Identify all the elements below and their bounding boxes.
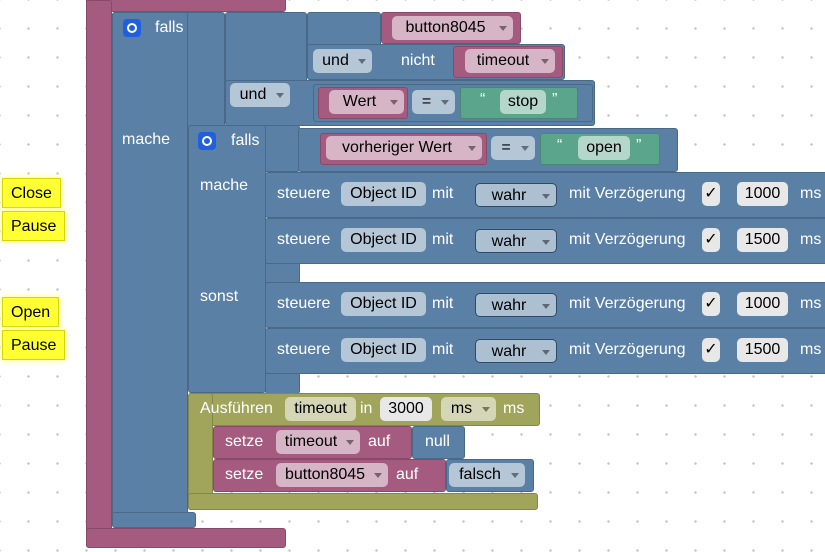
checkbox: ✓ <box>702 228 720 252</box>
variable-dropdown: button8045 <box>276 463 388 487</box>
comment: Pause <box>2 211 66 241</box>
checkbox: ✓ <box>702 182 720 206</box>
event-block <box>86 0 112 548</box>
variable-dropdown: timeout <box>465 49 555 73</box>
unit: ms <box>800 185 822 202</box>
number-field: 1500 <box>737 228 788 252</box>
quote: ” <box>636 137 642 154</box>
quote: “ <box>480 91 486 108</box>
value-block <box>412 426 465 459</box>
keyword: mit Verzögerung <box>569 231 686 248</box>
keyword: falls <box>155 19 184 36</box>
keyword: mit <box>432 341 454 358</box>
if-block <box>112 512 196 528</box>
number-field: 1000 <box>737 182 788 206</box>
comment: Open <box>2 297 60 327</box>
keyword: mit Verzögerung <box>569 185 686 202</box>
value: null <box>425 433 450 450</box>
keyword: in <box>360 400 373 417</box>
unit: ms <box>800 231 822 248</box>
if-block <box>188 125 266 393</box>
keyword: Ausführen <box>200 400 273 417</box>
operator-dropdown: = <box>412 90 455 114</box>
value-dropdown: falsch <box>449 463 525 487</box>
keyword: auf <box>396 466 419 483</box>
keyword: setze <box>225 433 264 450</box>
number-field: 1000 <box>737 292 788 316</box>
unit-dropdown: ms <box>441 397 496 421</box>
variable-dropdown: timeout <box>276 430 360 454</box>
checkbox: ✓ <box>702 338 720 362</box>
comment: Close <box>2 178 61 208</box>
string-field: open <box>578 136 630 160</box>
quote: “ <box>557 137 563 154</box>
number-field: 3000 <box>380 397 432 421</box>
unit: ms <box>800 341 822 358</box>
value-dropdown: wahr <box>475 293 557 317</box>
if-block <box>265 372 300 394</box>
timeout-block <box>188 493 538 510</box>
event-block <box>86 0 286 12</box>
keyword: mache <box>200 177 249 194</box>
string-field: stop <box>500 90 546 114</box>
number-field: 1500 <box>737 338 788 362</box>
unit: ms <box>800 295 822 312</box>
variable-dropdown: Wert <box>329 90 404 114</box>
quote: ” <box>552 91 558 108</box>
checkbox: ✓ <box>702 292 720 316</box>
object-field: Object ID <box>341 228 426 252</box>
keyword: mit Verzögerung <box>569 295 686 312</box>
keyword: steuere <box>277 341 331 358</box>
keyword: steuere <box>277 185 331 202</box>
object-field: Object ID <box>341 338 426 362</box>
keyword: steuere <box>277 231 331 248</box>
if-block <box>265 262 300 284</box>
variable-dropdown: button8045 <box>392 16 513 40</box>
operator-dropdown: und <box>230 83 290 107</box>
value-dropdown: wahr <box>475 229 557 253</box>
gear-icon <box>123 19 141 37</box>
operator-dropdown: = <box>491 136 535 160</box>
keyword: sonst <box>200 288 239 305</box>
name-field: timeout <box>285 397 356 421</box>
keyword: mit Verzögerung <box>569 341 686 358</box>
if-block <box>112 12 188 527</box>
keyword: falls <box>231 132 260 149</box>
keyword: mache <box>122 131 171 148</box>
value-dropdown: wahr <box>475 183 557 207</box>
operator-dropdown: und <box>313 49 372 73</box>
keyword: nicht <box>401 52 435 69</box>
variable-dropdown: vorheriger Wert <box>326 136 482 160</box>
keyword: auf <box>368 433 391 450</box>
event-block <box>86 528 286 548</box>
object-field: Object ID <box>341 292 426 316</box>
timeout-block <box>188 393 213 510</box>
keyword: mit <box>432 295 454 312</box>
object-field: Object ID <box>341 182 426 206</box>
value-dropdown: wahr <box>475 339 557 363</box>
keyword: mit <box>432 185 454 202</box>
keyword: setze <box>225 466 264 483</box>
gear-icon <box>198 132 216 150</box>
keyword: steuere <box>277 295 331 312</box>
keyword: mit <box>432 231 454 248</box>
comment: Pause <box>2 330 66 360</box>
unit: ms <box>503 400 525 417</box>
